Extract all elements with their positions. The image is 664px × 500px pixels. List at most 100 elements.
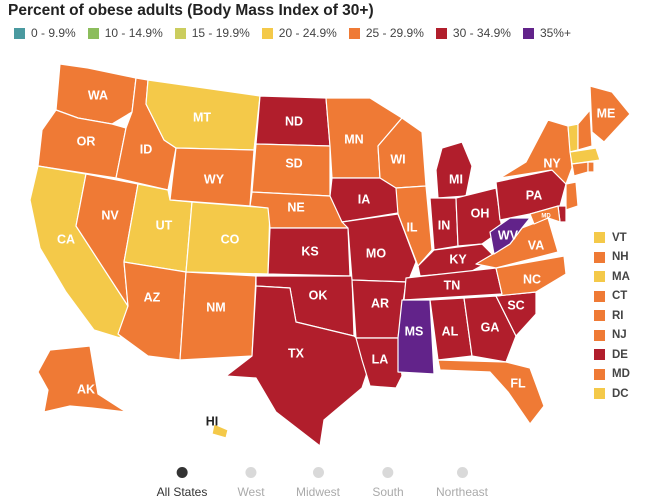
small-state-swatch [594,271,605,283]
legend-swatch [14,27,25,39]
small-state-item[interactable]: NH [594,248,630,268]
legend-label: 0 - 9.9% [31,26,76,40]
legend-item: 30 - 34.9% [435,26,511,40]
state-label-MN: MN [344,132,363,146]
state-MI[interactable] [435,141,473,199]
region-label: South [372,485,404,499]
state-ME[interactable] [589,85,631,143]
state-label-IA: IA [358,192,371,206]
legend-item: 10 - 14.9% [87,26,163,40]
state-MD[interactable] [529,205,561,225]
state-label-IN: IN [438,218,451,232]
state-label-HI: HI [206,414,219,428]
state-label-AL: AL [442,324,459,338]
small-state-label: NH [612,251,629,264]
state-TX[interactable] [225,285,375,447]
legend-item: 25 - 29.9% [348,26,424,40]
region-dot[interactable] [312,467,324,478]
state-RI[interactable] [587,161,595,173]
legend-label: 10 - 14.9% [104,26,163,40]
legend-swatch [261,27,273,39]
small-state-item[interactable]: DE [594,345,630,365]
state-label-GA: GA [481,320,500,334]
small-state-label: DE [612,348,628,361]
state-label-KS: KS [301,244,318,258]
small-state-item[interactable]: VT [594,228,630,248]
small-state-swatch [594,310,605,322]
small-state-label: DC [612,387,629,400]
legend-swatch [435,27,447,39]
state-label-SC: SC [507,298,524,312]
state-NM[interactable] [179,271,257,361]
region-option-west[interactable]: West [237,462,265,499]
legend-item: 20 - 24.9% [261,26,337,40]
state-label-MT: MT [193,110,211,124]
state-label-TX: TX [288,346,305,360]
legend-label: 30 - 34.9% [452,26,511,40]
small-state-label: NJ [612,329,627,342]
state-label-ME: ME [597,106,616,120]
state-label-LA: LA [372,352,389,366]
state-label-TN: TN [444,278,461,292]
state-label-CA: CA [57,232,75,246]
state-label-UT: UT [156,218,173,232]
small-state-item[interactable]: MD [594,365,630,385]
state-label-IL: IL [406,220,417,234]
state-label-ND: ND [285,114,303,128]
state-IL[interactable] [395,185,433,267]
state-HI[interactable] [211,423,229,439]
small-state-item[interactable]: DC [594,384,630,404]
region-label: West [237,485,265,499]
region-option-northeast[interactable]: Northeast [436,462,488,499]
small-state-item[interactable]: CT [594,287,630,307]
state-label-KY: KY [449,252,467,266]
state-label-AZ: AZ [144,290,161,304]
legend-label: 15 - 19.9% [191,26,250,40]
small-state-label: CT [612,290,628,303]
state-FL[interactable] [437,359,545,425]
small-state-item[interactable]: NJ [594,326,630,346]
state-VT[interactable] [567,123,579,153]
region-option-midwest[interactable]: Midwest [296,462,340,499]
state-GA[interactable] [463,295,517,363]
state-label-WI: WI [390,152,405,166]
state-NC[interactable] [495,255,567,297]
state-label-WA: WA [88,88,108,102]
legend-item: 0 - 9.9% [14,26,76,40]
small-state-item[interactable]: RI [594,306,630,326]
region-dot[interactable] [382,467,394,478]
state-label-CO: CO [221,232,240,246]
region-option-south[interactable]: South [372,462,404,499]
state-MS[interactable] [397,299,435,375]
region-dot[interactable] [456,467,468,478]
region-dot[interactable] [176,467,188,478]
small-state-swatch [594,349,605,361]
region-label: Northeast [435,485,489,499]
region-option-all-states[interactable]: All States [157,462,207,499]
legend-swatch [87,27,99,39]
state-label-AR: AR [371,296,389,310]
legend-label: 20 - 24.9% [278,26,337,40]
small-state-item[interactable]: MA [594,267,630,287]
state-label-FL: FL [510,376,526,390]
small-state-swatch [594,232,605,244]
state-label-PA: PA [526,188,542,202]
small-state-swatch [594,290,605,302]
state-AK[interactable] [37,345,127,413]
state-NH[interactable] [577,109,593,151]
legend-label: 35%+ [539,26,571,40]
small-states-legend: VT NH MA CT RI NJ DE MD DC [594,228,630,404]
region-selector: All States West Midwest South Northeast [0,462,664,500]
small-state-label: RI [612,309,624,322]
legend-swatch [174,27,186,39]
small-state-swatch [594,368,605,380]
state-label-OH: OH [471,206,490,220]
state-MA[interactable] [569,147,601,165]
state-label-WV: WV [498,228,519,242]
state-CT[interactable] [571,161,589,177]
region-dot[interactable] [245,467,257,478]
legend-item: 35%+ [522,26,571,40]
state-AZ[interactable] [117,261,187,361]
state-NJ[interactable] [565,181,579,211]
state-label-OR: OR [77,134,96,148]
